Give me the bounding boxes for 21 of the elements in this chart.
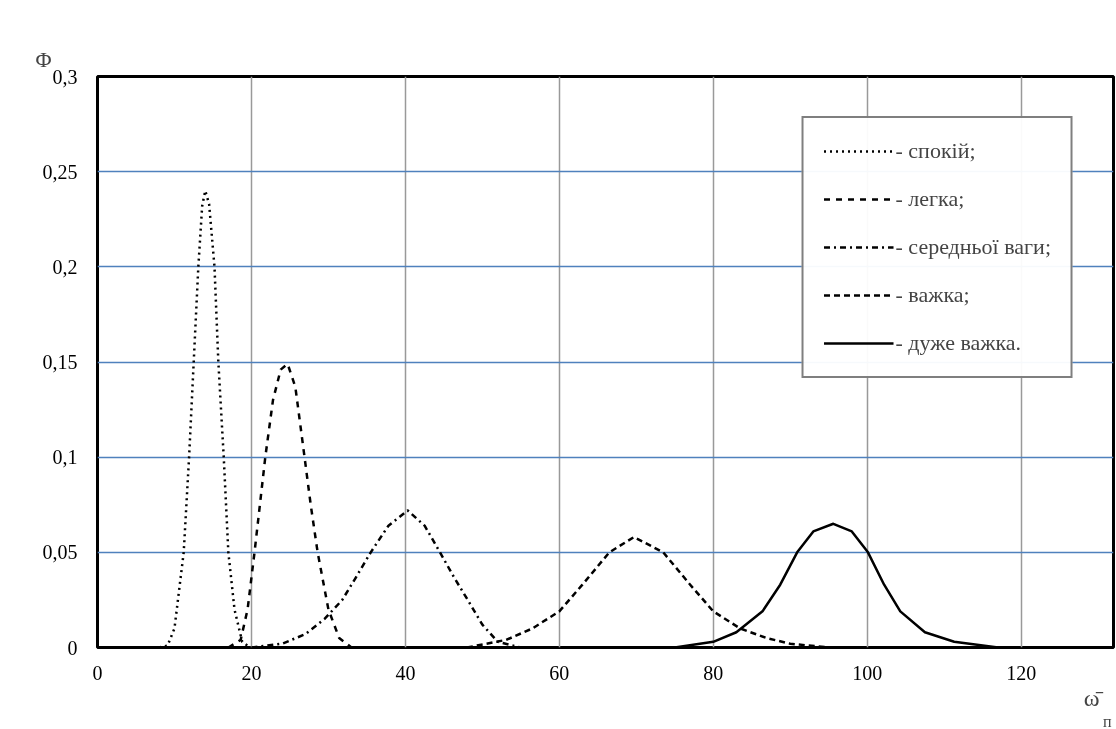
x-axis-title: ω̄п: [1083, 684, 1112, 729]
x-tick-label: 0: [92, 661, 103, 684]
legend-label: - середньої ваги;: [895, 234, 1051, 260]
x-tick-label: 20: [241, 661, 262, 684]
y-tick-label: 0,2: [52, 255, 78, 278]
y-axis-title: Φ: [35, 46, 52, 72]
x-tick-label: 60: [549, 661, 570, 684]
legend-label: - спокій;: [895, 138, 976, 164]
x-tick-label: 120: [1006, 661, 1037, 684]
legend-label: - дуже важка.: [895, 330, 1022, 356]
x-tick-label: 40: [395, 661, 416, 684]
y-tick-label: 0,1: [52, 446, 78, 469]
legend-label: - важка;: [895, 282, 970, 308]
y-tick-label: 0,05: [42, 541, 78, 564]
y-tick-label: 0,25: [42, 160, 78, 183]
y-tick-label: 0: [67, 636, 78, 659]
y-tick-label: 0,15: [42, 351, 78, 373]
x-tick-label: 100: [852, 661, 883, 684]
legend-label: - легка;: [895, 186, 965, 212]
y-tick-label: 0,3: [52, 65, 78, 88]
x-tick-label: 80: [703, 661, 724, 684]
